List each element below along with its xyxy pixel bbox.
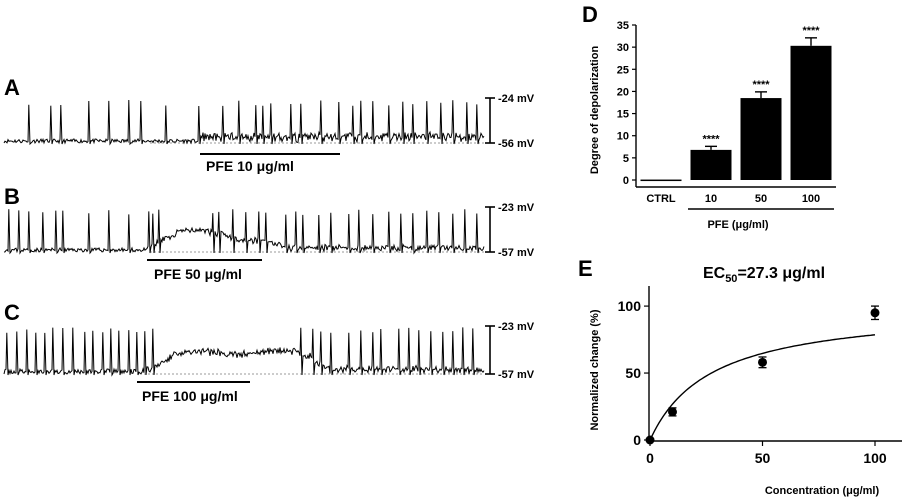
scale-top-label-a: -24 mV [498, 93, 535, 105]
scale-bar-b [485, 206, 495, 253]
y-tick-label-d: 20 [617, 86, 629, 98]
x-tick-label-CTRL: CTRL [646, 193, 676, 205]
scale-bottom-label-a: -56 mV [498, 138, 535, 150]
significance-100: **** [802, 25, 820, 37]
bar-100 [790, 45, 832, 180]
panel-a: A PFE 10 μg/ml -24 mV -56 mV [3, 75, 535, 174]
treatment-label-a: PFE 10 μg/ml [206, 158, 294, 174]
voltage-trace-c [3, 327, 485, 377]
y-tick-label-d: 10 [617, 131, 629, 143]
y-tick-label-d: 5 [623, 153, 629, 165]
x-tick-label-50: 50 [755, 193, 767, 205]
x-tick-label-e: 50 [755, 450, 771, 466]
voltage-trace-b [3, 209, 485, 255]
scale-top-label-b: -23 mV [498, 202, 535, 214]
y-tick-label-e: 0 [633, 432, 641, 448]
panel-letter-e: E [578, 256, 593, 281]
data-point-0 [645, 435, 655, 445]
x-tick-label-10: 10 [705, 193, 717, 205]
treatment-label-b: PFE 50 μg/ml [154, 266, 242, 282]
scale-bottom-label-c: -57 mV [498, 369, 535, 381]
significance-10: **** [702, 133, 720, 145]
panel-letter-c: C [4, 300, 20, 325]
scale-top-label-c: -23 mV [498, 321, 535, 333]
panel-letter-d: D [582, 2, 598, 27]
bar-50 [740, 98, 782, 180]
y-tick-label-d: 35 [617, 20, 629, 32]
panel-letter-a: A [4, 75, 20, 100]
depolarization-bar-chart: D Degree of depolarization PFE (μg/ml) 0… [582, 2, 836, 231]
bar-CTRL [640, 179, 682, 182]
panel-letter-b: B [4, 184, 20, 209]
data-point-10 [668, 407, 677, 417]
y-tick-label-e: 50 [625, 365, 641, 381]
y-tick-label-d: 25 [617, 64, 629, 76]
data-point-50 [758, 357, 767, 367]
panel-c: C PFE 100 μg/ml -23 mV -57 mV [3, 300, 535, 404]
x-tick-label-100: 100 [802, 193, 820, 205]
x-tick-label-e: 100 [863, 450, 887, 466]
y-tick-label-d: 15 [617, 109, 629, 121]
bar-10 [690, 149, 732, 180]
significance-50: **** [752, 79, 770, 91]
treatment-label-c: PFE 100 μg/ml [142, 388, 238, 404]
data-point-100 [870, 308, 880, 318]
y-tick-label-d: 30 [617, 42, 629, 54]
x-tick-label-e: 0 [646, 450, 654, 466]
x-axis-label-d: PFE (μg/ml) [707, 219, 768, 231]
y-tick-label-e: 100 [618, 298, 642, 314]
y-tick-label-d: 0 [623, 175, 629, 187]
fit-curve [649, 334, 876, 441]
scale-bar-c [485, 325, 495, 375]
dose-response-chart: E EC50=27.3 μg/ml Normalized change (%) … [578, 256, 902, 497]
y-axis-label-e: Normalized change (%) [589, 309, 601, 430]
y-axis-label-d: Degree of depolarization [589, 46, 601, 175]
ec50-title: EC50=27.3 μg/ml [703, 265, 825, 285]
x-axis-label-e: Concentration (μg/ml) [765, 485, 880, 497]
panel-b: B PFE 50 μg/ml -23 mV -57 mV [3, 184, 535, 282]
scale-bottom-label-b: -57 mV [498, 247, 535, 259]
scale-bar-a [485, 97, 495, 144]
voltage-trace-a [3, 99, 485, 146]
